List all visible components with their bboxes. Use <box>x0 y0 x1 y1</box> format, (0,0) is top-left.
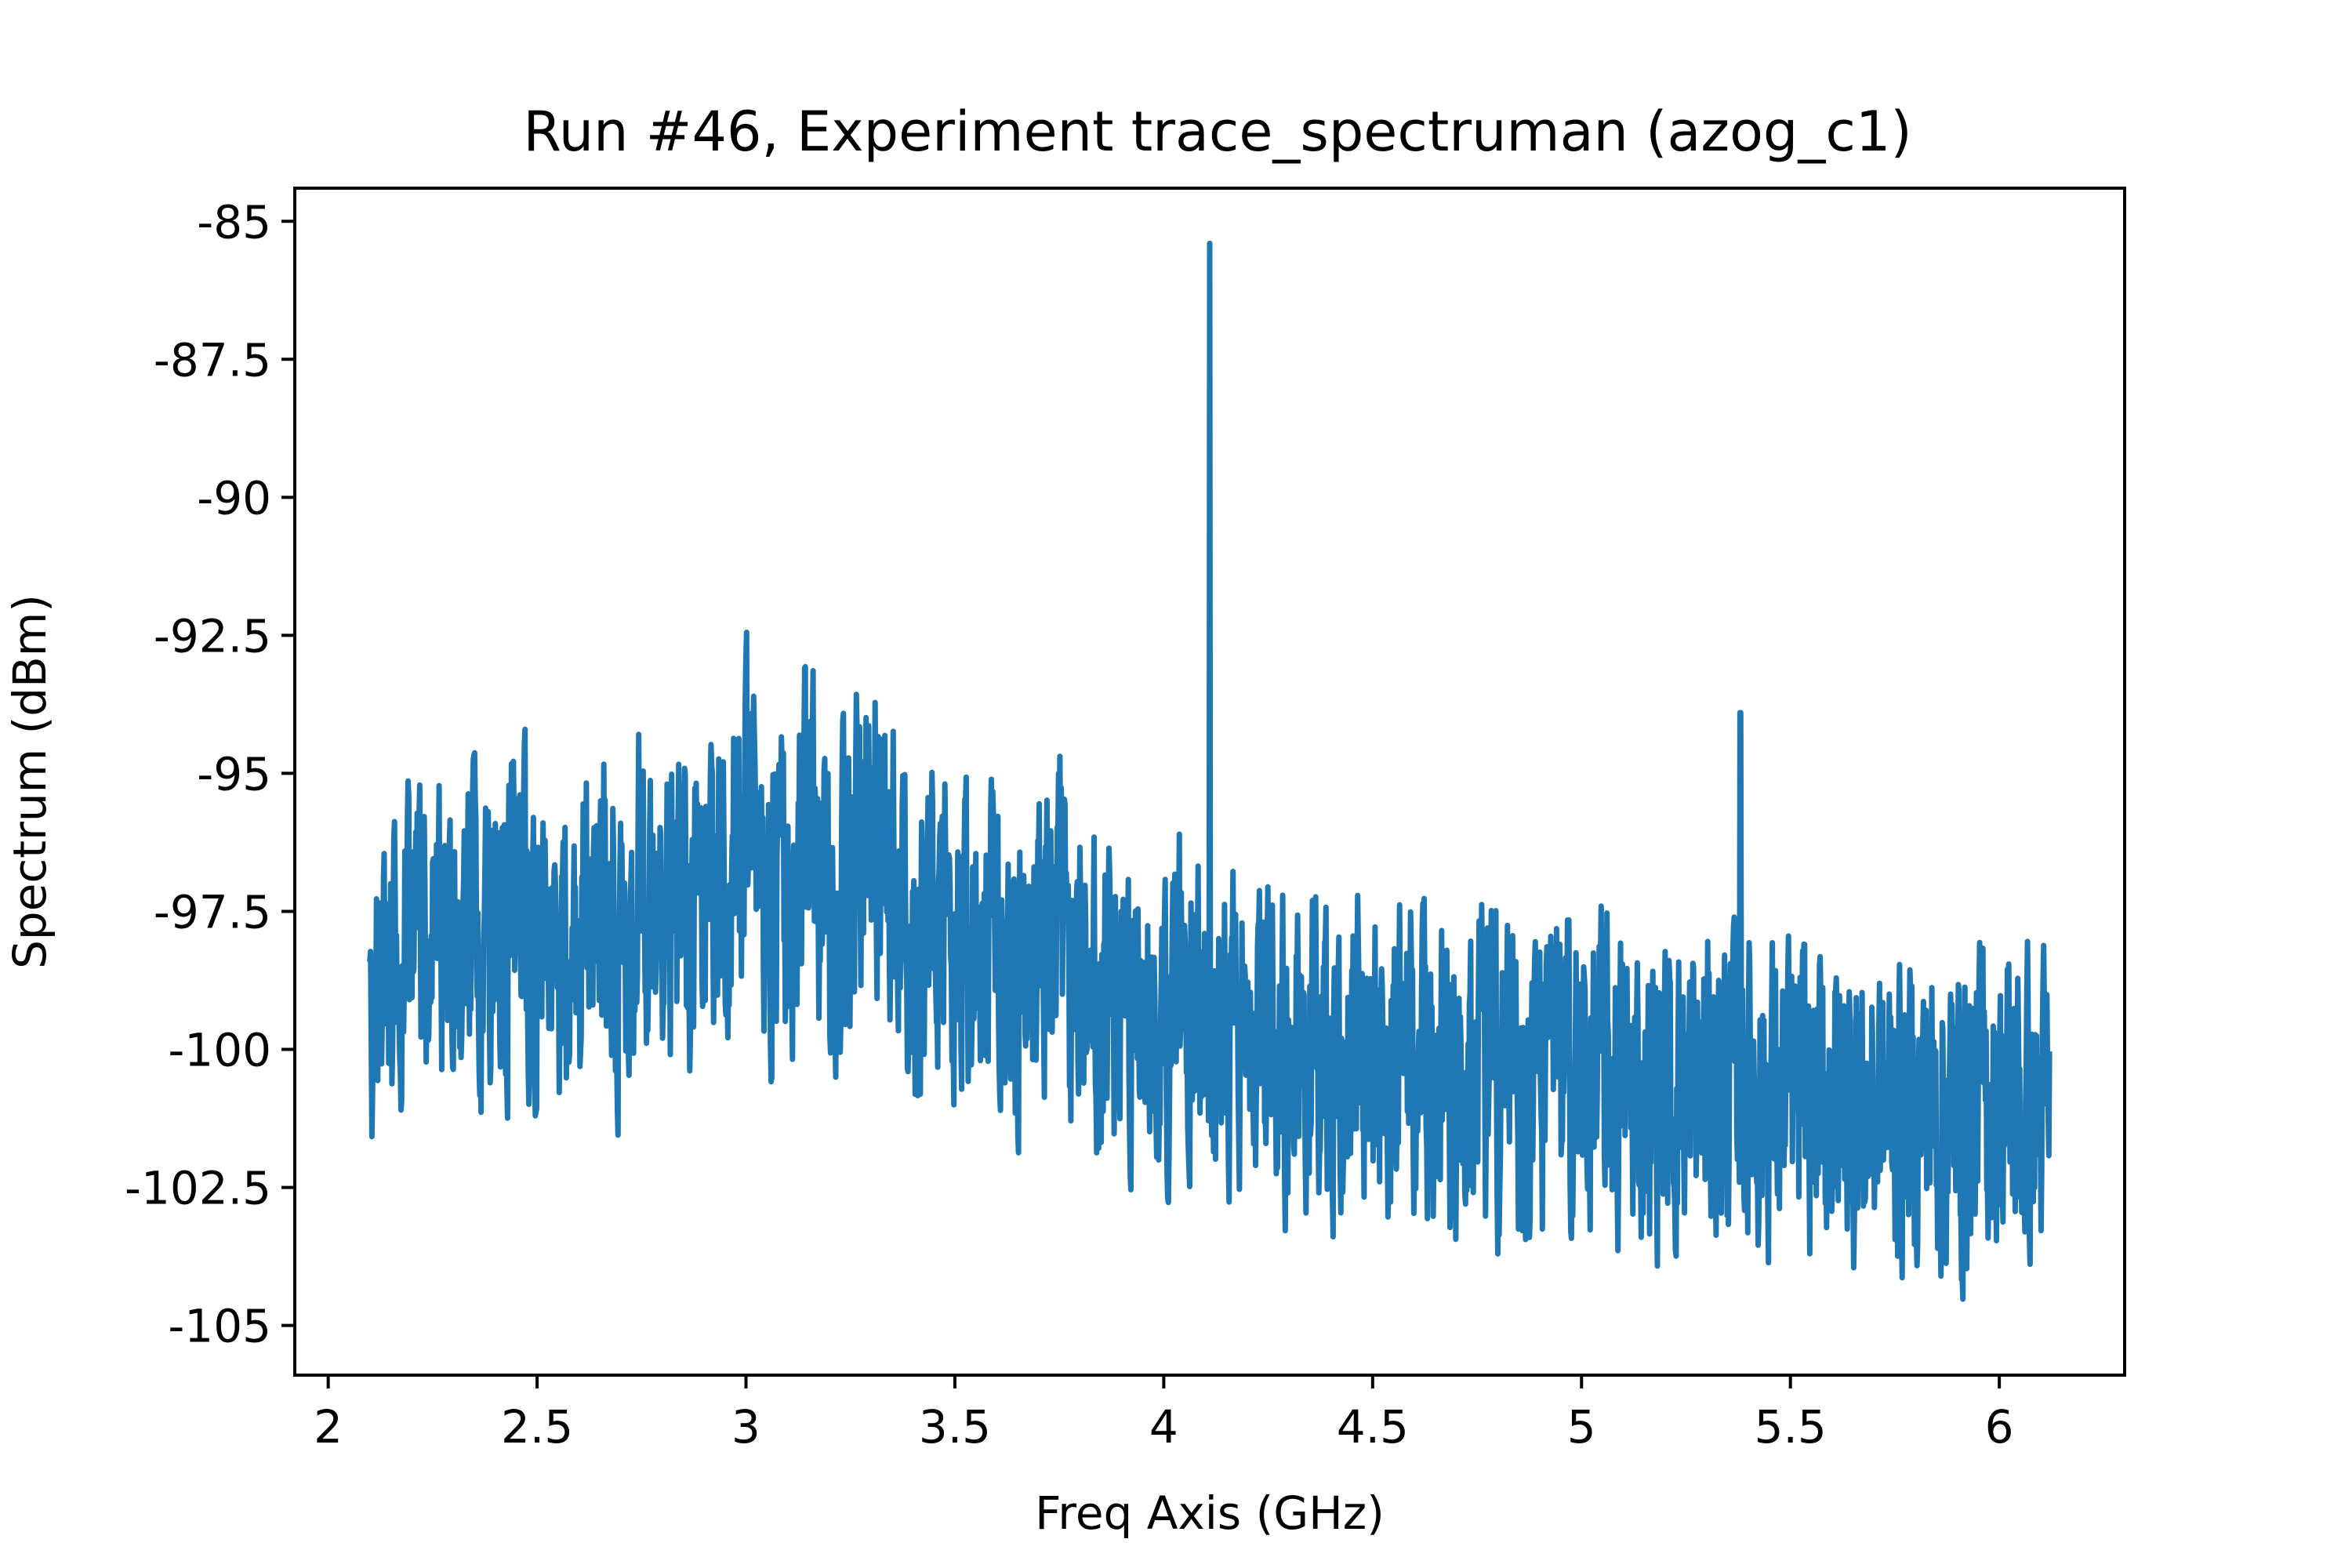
y-tick-label: -92.5 <box>154 609 271 662</box>
x-tick-label: 2.5 <box>501 1400 573 1454</box>
x-axis-label: Freq Axis (GHz) <box>1035 1486 1385 1540</box>
y-tick-label: -95 <box>197 747 271 800</box>
x-axis-ticks: 2 2.5 3 3.5 4 4.5 5 5.5 6 <box>314 1375 2014 1454</box>
y-tick-label: -85 <box>197 195 271 249</box>
y-tick-label: -100 <box>168 1024 271 1077</box>
y-axis-label: Spectrum (dBm) <box>3 594 56 969</box>
x-tick-label: 5.5 <box>1755 1400 1827 1454</box>
x-tick-label: 3 <box>731 1400 760 1454</box>
y-tick-label: -105 <box>168 1300 271 1353</box>
y-axis-ticks: -85 -87.5 -90 -92.5 -95 -97.5 -100 -102.5 -105 <box>125 195 295 1353</box>
plot-frame <box>293 187 2126 1377</box>
x-tick-label: 4.5 <box>1337 1400 1409 1454</box>
series-line <box>367 240 2053 1302</box>
y-tick-label: -102.5 <box>125 1162 271 1215</box>
y-tick-label: -87.5 <box>154 333 271 387</box>
x-tick-label: 6 <box>1985 1400 2014 1454</box>
y-tick-label: -90 <box>197 471 271 524</box>
x-tick-label: 2 <box>314 1400 343 1454</box>
plot-area <box>293 187 2126 1377</box>
chart-title: Run #46, Experiment trace_spectruman (az… <box>523 100 1911 164</box>
y-tick-label: -97.5 <box>154 885 271 938</box>
x-tick-label: 5 <box>1567 1400 1596 1454</box>
x-tick-label: 4 <box>1149 1400 1178 1454</box>
x-tick-label: 3.5 <box>919 1400 991 1454</box>
